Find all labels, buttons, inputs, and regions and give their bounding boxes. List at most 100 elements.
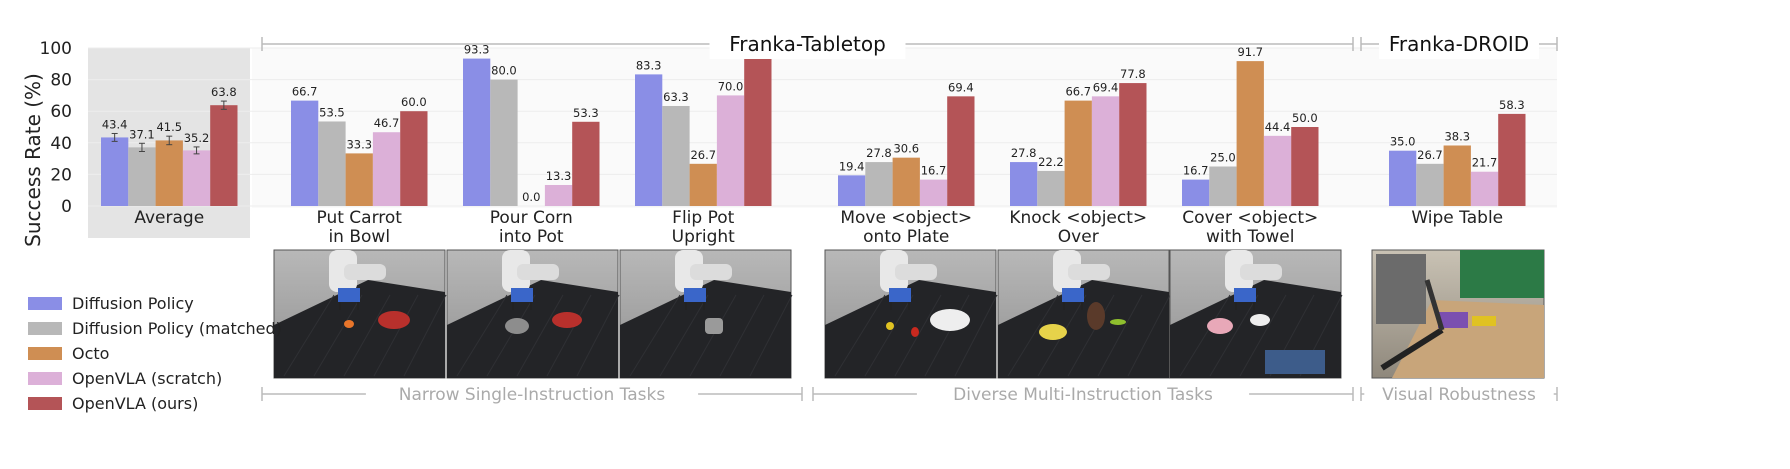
- legend-swatch: [28, 372, 62, 385]
- x-tick-label: into Pot: [499, 227, 564, 247]
- bar: [1291, 127, 1319, 206]
- legend: Diffusion Policy Diffusion Policy (match…: [28, 291, 282, 416]
- table-grid-line: [1239, 294, 1287, 377]
- bar: [1064, 100, 1092, 206]
- table-grid-line: [486, 294, 536, 377]
- data-label: 80.0: [491, 64, 517, 78]
- bar: [572, 121, 600, 206]
- robot-arm-link: [1068, 264, 1110, 280]
- bar: [744, 58, 772, 206]
- bar: [210, 105, 238, 206]
- data-label: 16.7: [1183, 164, 1209, 178]
- data-label: 63.3: [663, 90, 689, 104]
- table-grid-line: [1127, 294, 1171, 377]
- robot-arm-link: [895, 264, 937, 280]
- legend-item-diffusion-policy: Diffusion Policy: [28, 291, 282, 316]
- task-object: [344, 320, 354, 328]
- y-axis-label: Success Rate (%): [21, 73, 45, 247]
- bar: [716, 95, 745, 206]
- table-grid-line: [834, 294, 886, 377]
- y-tick-label: 0: [61, 197, 72, 217]
- data-label: 53.5: [319, 105, 345, 119]
- table-grid-line: [456, 294, 508, 377]
- y-tick-label: 100: [40, 39, 72, 59]
- scene-photo: [619, 249, 793, 379]
- legend-swatch: [28, 347, 62, 360]
- robot-gripper: [338, 288, 360, 302]
- data-label: 13.3: [546, 169, 572, 183]
- bar: [490, 79, 518, 206]
- bottom-bracket-diverse-title-bg: [916, 381, 1250, 407]
- table-grid-line: [629, 294, 681, 377]
- data-label: 41.5: [156, 120, 182, 134]
- data-label: 26.7: [1417, 148, 1443, 162]
- data-label: 53.3: [573, 106, 599, 120]
- robot-gripper: [684, 288, 706, 302]
- table-grid-line: [689, 294, 737, 377]
- bar: [1263, 135, 1292, 206]
- bottom-bracket-robust-title-bg: [1364, 381, 1554, 407]
- bar: [400, 111, 428, 206]
- bar: [1416, 163, 1444, 206]
- robot-arm-link: [329, 250, 357, 292]
- bar: [345, 153, 373, 206]
- table-surface: [825, 280, 996, 378]
- bar: [662, 105, 690, 206]
- background-shelf: [1376, 254, 1426, 324]
- bottom-bracket-diverse-title: Diverse Multi-Instruction Tasks: [953, 385, 1213, 405]
- task-object: [705, 318, 723, 334]
- table-grid-line: [1209, 294, 1259, 377]
- table-grid-line: [373, 294, 419, 377]
- bar: [182, 150, 211, 206]
- bar: [128, 147, 156, 206]
- legend-label: OpenVLA (scratch): [72, 369, 223, 388]
- table-grid-line: [894, 294, 942, 377]
- task-object: [930, 309, 970, 331]
- data-label: 0.0: [522, 190, 540, 204]
- x-tick-label: in Bowl: [328, 227, 390, 247]
- data-label: 60.0: [401, 95, 427, 109]
- data-label: 37.1: [129, 127, 155, 141]
- data-label: 21.7: [1472, 156, 1498, 170]
- x-tick-label: Average: [134, 208, 204, 228]
- data-label: 38.3: [1444, 129, 1470, 143]
- wood-table: [1392, 300, 1544, 378]
- x-tick-label: Cover <object>: [1182, 208, 1318, 228]
- data-label: 91.7: [1237, 45, 1263, 59]
- y-tick-label: 80: [50, 71, 72, 91]
- robot-arm-link: [880, 250, 908, 292]
- bar: [1498, 113, 1526, 206]
- data-label: 44.4: [1265, 120, 1291, 134]
- robot-arm-link: [1380, 327, 1444, 371]
- task-object: [1472, 316, 1496, 326]
- group-bracket-tabletop-title-bg: [709, 29, 906, 59]
- table-surface: [447, 280, 618, 378]
- bar: [689, 163, 717, 206]
- data-label: 25.0: [1210, 151, 1236, 165]
- robot-arm-link: [344, 264, 386, 280]
- table-surface: [998, 280, 1169, 378]
- robot-gripper: [889, 288, 911, 302]
- data-label: 69.4: [948, 80, 974, 94]
- bar: [1091, 96, 1120, 206]
- data-label: 66.7: [292, 85, 318, 99]
- task-object: [1110, 319, 1126, 325]
- table-grid-line: [343, 294, 391, 377]
- group-bracket-tabletop-title: Franka-Tabletop: [729, 32, 886, 56]
- scene-photo: [273, 249, 447, 379]
- table-grid-line: [924, 294, 970, 377]
- data-label: 66.7: [1065, 85, 1091, 99]
- scene-photo: [1169, 249, 1343, 379]
- bar: [838, 175, 866, 206]
- table-grid-line: [719, 294, 765, 377]
- bar: [1010, 162, 1038, 206]
- table-grid-line: [1097, 294, 1143, 377]
- y-tick-label: 20: [50, 165, 72, 185]
- table-grid-line: [576, 294, 620, 377]
- table-grid-line: [1067, 294, 1115, 377]
- table-grid-line: [749, 294, 793, 377]
- legend-label: OpenVLA (ours): [72, 394, 199, 413]
- bottom-bracket-robust-title: Visual Robustness: [1382, 385, 1536, 405]
- x-tick-label: Pour Corn: [490, 208, 573, 228]
